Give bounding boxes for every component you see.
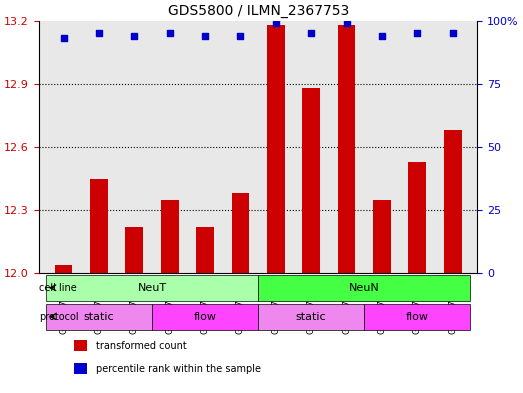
FancyBboxPatch shape <box>152 304 258 330</box>
Text: NeuT: NeuT <box>138 283 166 293</box>
Point <box>307 30 315 37</box>
Point <box>343 20 351 26</box>
Point <box>378 33 386 39</box>
Bar <box>267 25 285 273</box>
Bar <box>90 178 108 273</box>
Bar <box>232 193 249 273</box>
Bar <box>126 227 143 273</box>
Point <box>449 30 457 37</box>
FancyBboxPatch shape <box>258 304 364 330</box>
Text: flow: flow <box>194 312 217 321</box>
Title: GDS5800 / ILMN_2367753: GDS5800 / ILMN_2367753 <box>167 4 349 18</box>
FancyBboxPatch shape <box>46 275 258 301</box>
FancyBboxPatch shape <box>364 304 470 330</box>
Text: static: static <box>84 312 114 321</box>
Bar <box>408 162 426 273</box>
Bar <box>338 25 356 273</box>
Text: percentile rank within the sample: percentile rank within the sample <box>96 364 261 374</box>
Text: protocol: protocol <box>39 312 78 321</box>
Bar <box>74 363 87 375</box>
Text: static: static <box>296 312 326 321</box>
Point <box>59 35 67 41</box>
Bar <box>444 130 462 273</box>
FancyBboxPatch shape <box>258 275 470 301</box>
Text: NeuN: NeuN <box>349 283 380 293</box>
Text: transformed count: transformed count <box>96 340 187 351</box>
Point <box>201 33 209 39</box>
Point <box>130 33 139 39</box>
Text: flow: flow <box>406 312 429 321</box>
Bar <box>373 200 391 273</box>
Point <box>271 20 280 26</box>
Point <box>236 33 245 39</box>
Bar <box>196 227 214 273</box>
Bar <box>161 200 178 273</box>
Point <box>413 30 422 37</box>
Bar <box>302 88 320 273</box>
Text: cell line: cell line <box>39 283 76 293</box>
Bar <box>55 265 72 273</box>
Point <box>165 30 174 37</box>
Bar <box>74 340 87 351</box>
Point <box>95 30 103 37</box>
FancyBboxPatch shape <box>46 304 152 330</box>
